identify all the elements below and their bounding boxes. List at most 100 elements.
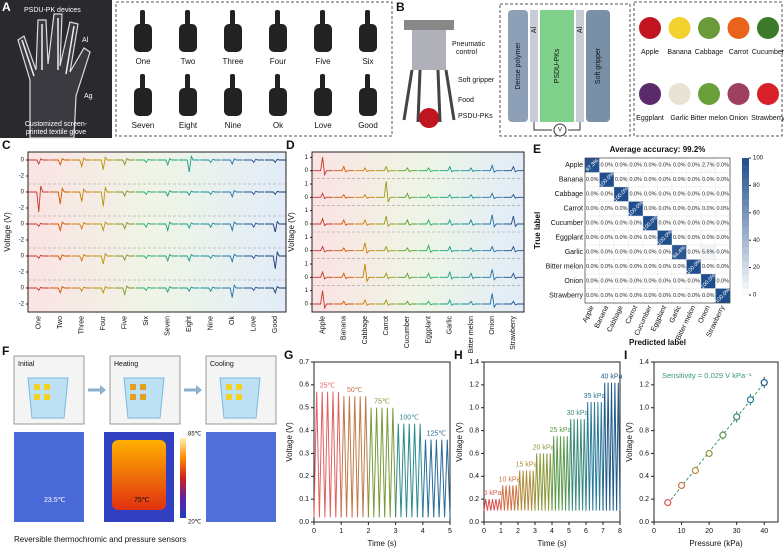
series-label: 35 kPa <box>584 393 606 400</box>
cell-label: 0.0% <box>600 250 613 256</box>
cell-label: 0.0% <box>644 235 657 241</box>
cell-label: 0.0% <box>658 279 671 285</box>
colorbar-step <box>742 267 749 275</box>
heatmap-title: Average accuracy: 99.2% <box>610 145 706 154</box>
gesture-label: Ok <box>273 121 284 130</box>
colorbar-step <box>742 212 749 221</box>
temperature: 75℃ <box>134 497 150 504</box>
cell-label: 0.0% <box>586 293 599 299</box>
y-tick-label: 0 <box>305 195 309 201</box>
x-tick-label: 0 <box>652 528 656 535</box>
signal-trace <box>157 190 179 198</box>
signal-trace <box>157 286 179 294</box>
y-tick-label: -2 <box>19 302 25 308</box>
signal-trace <box>135 254 157 260</box>
fruit-label: Cucumber <box>752 49 784 56</box>
series-label: 50℃ <box>347 387 363 394</box>
y-axis-label: Voltage (V) <box>625 422 634 462</box>
y-tick-label: 1.0 <box>469 405 479 412</box>
signal-trace <box>439 165 460 173</box>
gesture-finger <box>230 10 235 26</box>
y-axis-label: True label <box>533 212 542 249</box>
cell-label: 0.0% <box>615 163 628 169</box>
signal-trace <box>482 293 503 309</box>
cell-label: 0.0% <box>644 192 657 198</box>
inset-label: PSDU-PKs <box>554 48 561 83</box>
cell-label: 0.0% <box>629 279 642 285</box>
colorbar-step <box>742 178 749 186</box>
signal-trace <box>264 250 286 269</box>
x-tick-label: 30 <box>733 528 741 535</box>
gesture-label: One <box>135 57 151 66</box>
inset-layer <box>586 10 610 122</box>
row-label: Cucumber <box>551 220 584 227</box>
signal-trace <box>460 272 482 280</box>
cell-label: 0.0% <box>658 163 671 169</box>
signal-trace <box>333 218 354 226</box>
x-tick-label: Cabbage <box>362 316 369 345</box>
label: Food <box>458 97 474 104</box>
stage: Initial <box>18 361 35 368</box>
signal-trace <box>503 193 524 199</box>
signal-trace <box>503 245 524 253</box>
cell-label: 0.0% <box>629 192 642 198</box>
signal-trace <box>482 214 503 228</box>
signal-trace <box>135 190 157 196</box>
gesture-hand <box>314 88 332 116</box>
signal-trace <box>264 158 286 164</box>
signal-trace <box>460 193 482 199</box>
x-tick-label: Banana <box>341 316 348 340</box>
y-tick-label: 0.2 <box>639 496 649 503</box>
y-tick-label: 0.5 <box>299 405 309 412</box>
colorbar-step <box>742 233 749 241</box>
signal-trace <box>397 192 418 200</box>
x-tick-label: 5 <box>567 528 571 535</box>
label: Customized screen- <box>25 121 88 128</box>
signal-trace <box>28 185 50 213</box>
gesture-finger <box>275 10 280 26</box>
signal-trace <box>114 254 136 262</box>
fruit <box>727 17 750 39</box>
voltmeter <box>553 123 567 137</box>
x-tick-label: Three <box>79 316 86 334</box>
x-tick-label: 7 <box>601 528 605 535</box>
cell-label: 0.0% <box>644 206 657 212</box>
signal-trace <box>397 167 418 173</box>
signal-trace <box>71 157 93 169</box>
cell-label: 0.0% <box>600 192 613 198</box>
cell-label: 0.0% <box>673 264 686 270</box>
plot-frame <box>313 361 451 523</box>
y-tick-label: -2 <box>19 238 25 244</box>
cell-label: 0.0% <box>702 235 715 241</box>
cell-label: 0.0% <box>600 293 613 299</box>
panel-letter: C <box>2 138 11 152</box>
inset-layer <box>576 10 584 122</box>
signal-trace <box>333 272 354 280</box>
signal-trace <box>354 218 376 226</box>
fruit-label: Strawberry <box>751 115 784 122</box>
signal-trace <box>439 193 460 199</box>
signal-trace <box>71 221 93 231</box>
fruit-label: Apple <box>641 49 659 56</box>
cell-label: 0.0% <box>644 177 657 183</box>
cell-label: 0.0% <box>687 235 700 241</box>
cell-label: 0.0% <box>687 293 700 299</box>
y-tick-label: 0.4 <box>469 473 479 480</box>
x-axis-label: Time (s) <box>537 539 566 548</box>
signal-trace <box>243 286 265 292</box>
signal-trace <box>243 158 265 164</box>
glove <box>17 13 91 139</box>
fruit <box>639 17 661 39</box>
x-tick-label: 4 <box>550 528 554 535</box>
gesture-hand <box>179 24 197 52</box>
y-tick-label: 0 <box>305 302 309 308</box>
gesture-hand <box>134 88 152 116</box>
x-tick-label: Good <box>272 316 279 333</box>
panel-letter: E <box>533 142 541 156</box>
signal-trace <box>439 270 460 280</box>
label: Al <box>82 37 89 44</box>
line-series <box>422 439 451 518</box>
x-tick-label: One <box>36 316 43 329</box>
gesture-finger <box>140 10 145 26</box>
gesture-hand <box>269 24 287 52</box>
